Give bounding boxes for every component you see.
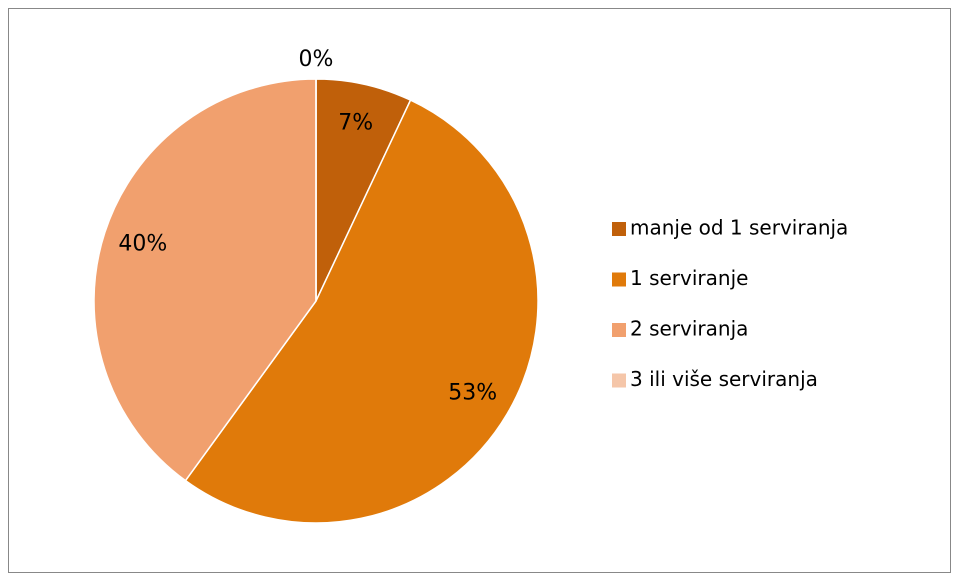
data-label: 0%: [299, 47, 334, 72]
legend-swatch: [612, 323, 626, 337]
legend-label: manje od 1 serviranja: [630, 216, 848, 240]
legend-swatch: [612, 373, 626, 388]
legend-label: 2 serviranja: [630, 317, 748, 341]
pie-slice: [93, 78, 317, 482]
data-label: 53%: [448, 381, 497, 406]
legend-label: 3 ili više serviranja: [630, 367, 818, 391]
data-label: 40%: [118, 232, 167, 257]
pie-slice: [184, 99, 539, 524]
legend-swatch: [612, 222, 626, 236]
legend-swatch: [612, 272, 626, 287]
legend-label: 1 serviranje: [630, 266, 748, 290]
data-label: 7%: [338, 110, 373, 135]
